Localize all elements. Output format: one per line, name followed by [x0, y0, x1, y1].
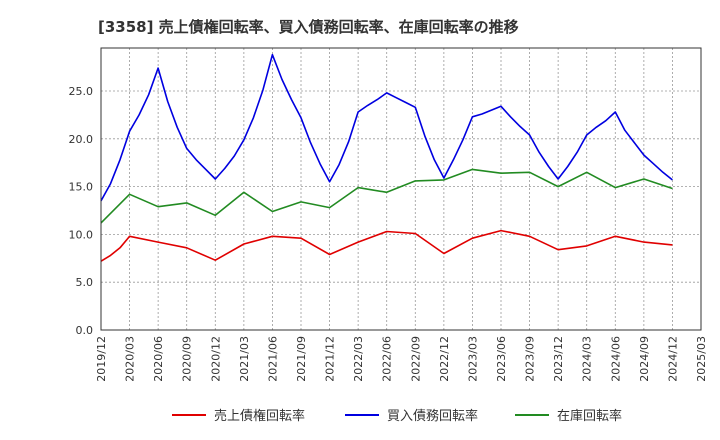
x-tick-label: 2023/09 [524, 336, 537, 382]
x-tick-label: 2022/03 [352, 336, 365, 382]
series-line-2 [100, 53, 673, 202]
y-tick-label: 15.0 [69, 181, 94, 194]
series-line-1 [100, 229, 673, 262]
x-tick-label: 2021/09 [295, 336, 308, 382]
x-tick-label: 2020/06 [152, 336, 165, 382]
x-tick-label: 2020/03 [124, 336, 137, 382]
x-tick-label: 2023/06 [495, 336, 508, 382]
x-tick-label: 2021/03 [238, 336, 251, 382]
legend-label-2: 買入債務回転率 [387, 408, 478, 424]
x-tick-label: 2022/12 [438, 336, 451, 382]
y-tick-label: 10.0 [69, 228, 94, 241]
x-tick-label: 2020/09 [181, 336, 194, 382]
x-tick-label: 2023/12 [552, 336, 565, 382]
x-tick-label: 2023/03 [466, 336, 479, 382]
x-tick-label: 2024/09 [638, 336, 651, 382]
x-tick-label: 2019/12 [95, 336, 108, 382]
y-tick-label: 20.0 [69, 133, 94, 146]
grid [101, 48, 701, 330]
series-line-3 [100, 168, 673, 224]
x-tick-label: 2021/06 [266, 336, 279, 382]
legend: 売上債権回転率 買入債務回転率 在庫回転率 [172, 408, 622, 424]
x-axis: 2019/12 2020/03 2020/06 2020/09 2020/12 2021/… [95, 336, 708, 382]
legend-label-1: 売上債権回転率 [214, 408, 305, 424]
x-tick-label: 2024/06 [609, 336, 622, 382]
y-axis: 0.0 5.0 10.0 15.0 20.0 25.0 [69, 85, 94, 337]
plot-frame [100, 47, 702, 331]
x-tick-label: 2020/12 [209, 336, 222, 382]
x-tick-label: 2025/03 [695, 336, 708, 382]
y-tick-label: 0.0 [76, 324, 94, 337]
chart-title: [3358] 売上債権回転率、買入債務回転率、在庫回転率の推移 [98, 18, 519, 36]
y-tick-label: 25.0 [69, 85, 94, 98]
x-tick-label: 2024/03 [581, 336, 594, 382]
legend-label-3: 在庫回転率 [557, 408, 622, 424]
x-tick-label: 2024/12 [666, 336, 679, 382]
x-tick-label: 2022/09 [409, 336, 422, 382]
x-tick-label: 2022/06 [381, 336, 394, 382]
series-lines [100, 53, 673, 262]
x-tick-label: 2021/12 [324, 336, 337, 382]
y-tick-label: 5.0 [76, 276, 94, 289]
